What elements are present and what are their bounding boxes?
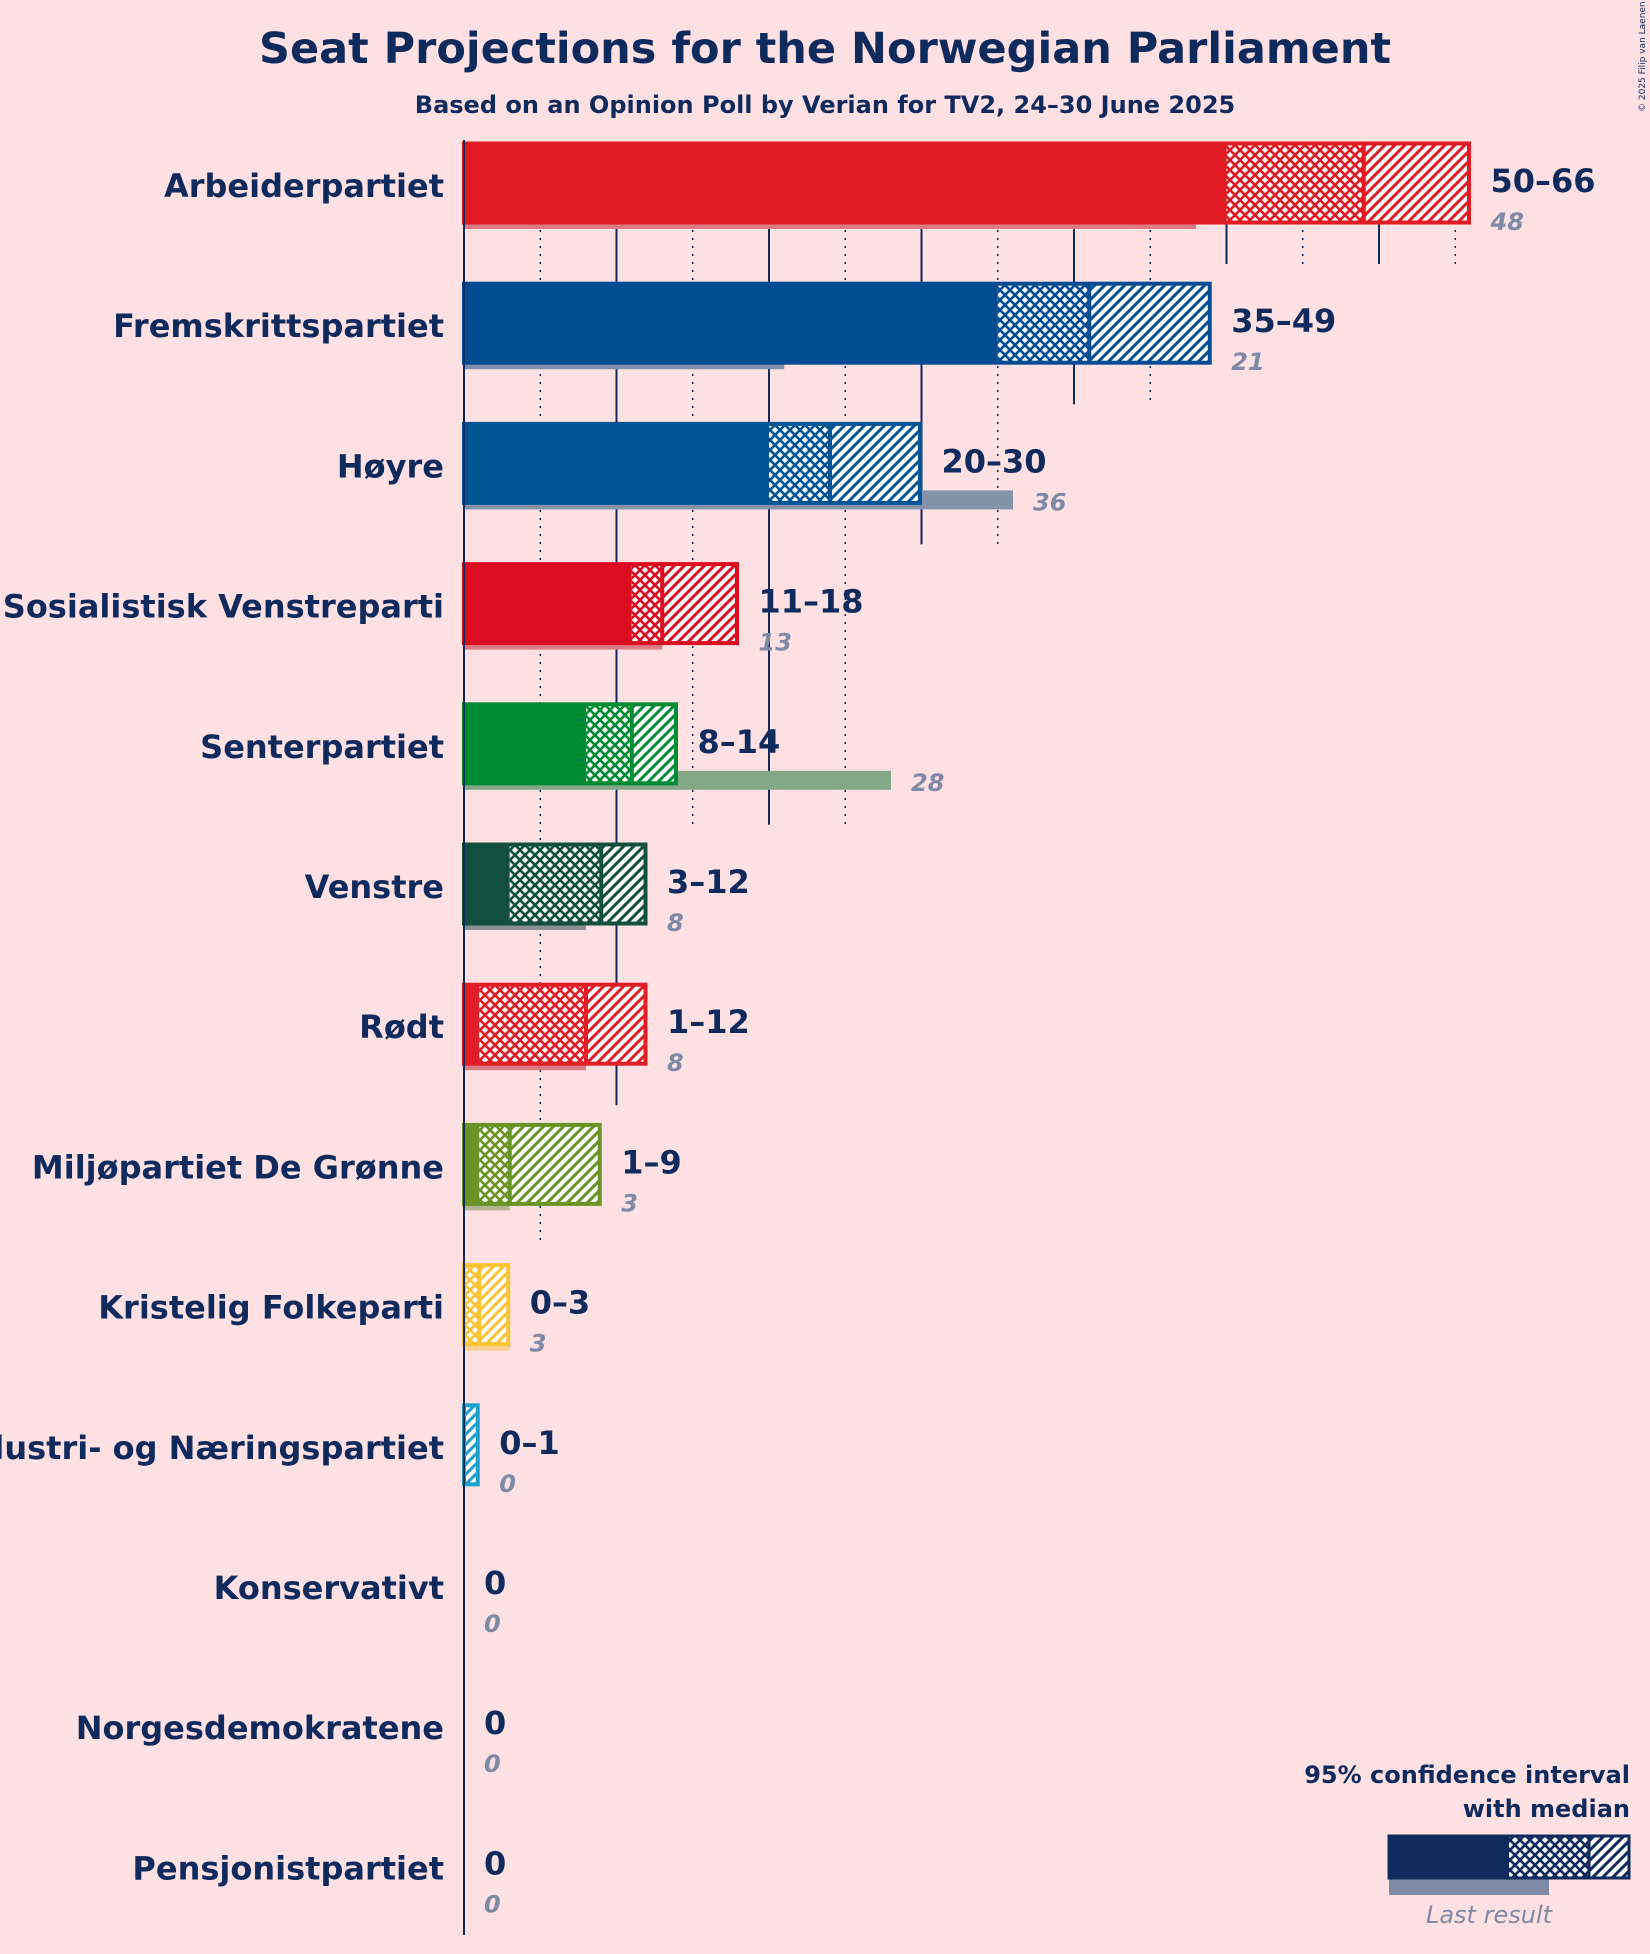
ci-solid-segment <box>464 142 1227 224</box>
last-result-label: 3 <box>530 1330 547 1358</box>
ci-diagonal-segment <box>1089 282 1212 365</box>
ci-crosshatch-segment <box>509 843 602 925</box>
party-row: Kristelig Folkeparti 0–3 3 <box>98 1263 591 1358</box>
legend-last-result-label: Last result <box>1426 1901 1554 1929</box>
range-label: 1–9 <box>621 1143 682 1181</box>
ci-crosshatch-segment <box>769 422 830 505</box>
ci-solid-segment <box>464 562 632 645</box>
ci-crosshatch-segment <box>464 1263 480 1346</box>
party-name: Miljøpartiet De Grønne <box>32 1148 444 1186</box>
party-name: Pensjonistpartiet <box>132 1849 444 1887</box>
range-label: 0 <box>484 1704 506 1742</box>
ci-diagonal-segment <box>631 702 678 785</box>
range-label: 1–12 <box>667 1003 750 1041</box>
party-name: Konservativt <box>214 1569 444 1607</box>
range-label: 50–66 <box>1491 162 1596 200</box>
party-bars: Arbeiderpartiet 50–66 48 Fremskrittspartiet… <box>0 141 1596 1918</box>
ci-crosshatch-segment <box>997 282 1090 365</box>
ci-diagonal-segment <box>601 843 647 925</box>
party-row: Industri- og Næringspartiet 0–1 0 <box>0 1403 560 1498</box>
last-result-label: 13 <box>759 629 792 657</box>
range-label: 0–3 <box>530 1284 591 1322</box>
ci-solid-segment <box>464 422 769 505</box>
last-result-label: 36 <box>1033 488 1066 516</box>
party-name: Sosialistisk Venstreparti <box>3 588 444 626</box>
legend-last-result-bar <box>1389 1876 1549 1895</box>
party-row: Rødt 1–12 8 <box>359 982 750 1077</box>
legend-crosshatch-segment <box>1509 1836 1589 1878</box>
legend-ci-label-line1: 95% confidence interval <box>1304 1761 1630 1789</box>
last-result-label: 28 <box>911 769 944 797</box>
range-label: 0–1 <box>499 1424 560 1462</box>
party-name: Kristelig Folkeparti <box>98 1289 444 1327</box>
range-label: 0 <box>484 1844 506 1882</box>
copyright-notice: © 2025 Filip van Laenen <box>1638 1 1648 112</box>
legend-solid-segment <box>1389 1836 1509 1878</box>
party-row: Fremskrittspartiet 35–49 21 <box>113 281 1336 376</box>
ci-crosshatch-segment <box>479 1123 510 1206</box>
party-name: Industri- og Næringspartiet <box>0 1429 444 1467</box>
legend-diagonal-segment <box>1589 1836 1629 1878</box>
range-label: 8–14 <box>698 723 781 761</box>
ci-crosshatch-segment <box>1226 142 1364 224</box>
ci-diagonal-segment <box>586 983 647 1066</box>
party-row: Arbeiderpartiet 50–66 48 <box>164 141 1596 236</box>
last-result-label: 0 <box>484 1750 501 1778</box>
range-label: 11–18 <box>759 583 864 621</box>
ci-diagonal-segment <box>662 562 739 645</box>
party-name: Fremskrittspartiet <box>113 307 444 345</box>
range-label: 0 <box>484 1564 506 1602</box>
party-name: Arbeiderpartiet <box>164 167 444 205</box>
party-row: Norgesdemokratene 0 0 <box>76 1704 507 1778</box>
ci-crosshatch-segment <box>586 702 632 785</box>
ci-diagonal-segment <box>509 1123 602 1206</box>
party-name: Venstre <box>305 868 444 906</box>
last-result-label: 8 <box>667 909 684 937</box>
party-row: Senterpartiet 8–14 28 <box>200 702 944 797</box>
party-row: Pensjonistpartiet 0 0 <box>132 1844 506 1918</box>
last-result-label: 0 <box>484 1890 501 1918</box>
last-result-label: 0 <box>499 1470 516 1498</box>
ci-crosshatch-segment <box>631 562 663 645</box>
ci-solid-segment <box>464 702 586 785</box>
party-row: Sosialistisk Venstreparti 11–18 13 <box>3 562 864 657</box>
ci-diagonal-segment <box>464 1403 480 1486</box>
chart-subtitle: Based on an Opinion Poll by Verian for T… <box>415 91 1235 119</box>
ci-diagonal-segment <box>479 1263 510 1346</box>
ci-diagonal-segment <box>830 422 922 505</box>
legend: 95% confidence interval with median Last… <box>1304 1761 1631 1929</box>
party-name: Rødt <box>359 1008 444 1046</box>
last-result-label: 48 <box>1490 208 1524 236</box>
ci-diagonal-segment <box>1363 142 1471 224</box>
ci-solid-segment <box>464 843 510 925</box>
ci-solid-segment <box>464 282 998 365</box>
range-label: 35–49 <box>1231 302 1336 340</box>
range-label: 3–12 <box>667 863 750 901</box>
legend-outline <box>1387 1834 1631 1880</box>
party-name: Senterpartiet <box>200 728 444 766</box>
last-result-label: 21 <box>1231 348 1264 376</box>
party-row: Venstre 3–12 8 <box>305 842 750 937</box>
party-row: Miljøpartiet De Grønne 1–9 3 <box>32 1122 682 1217</box>
party-name: Høyre <box>337 447 444 485</box>
last-result-label: 0 <box>484 1610 501 1638</box>
chart-title: Seat Projections for the Norwegian Parli… <box>259 24 1391 74</box>
ci-solid-segment <box>464 983 480 1066</box>
last-result-label: 3 <box>621 1189 638 1217</box>
legend-ci-label-line2: with median <box>1463 1795 1630 1823</box>
party-row: Konservativt 0 0 <box>214 1564 507 1638</box>
range-label: 20–30 <box>942 442 1047 480</box>
party-name: Norgesdemokratene <box>76 1709 444 1747</box>
ci-crosshatch-segment <box>479 983 586 1066</box>
party-row: Høyre 20–30 36 <box>337 421 1066 516</box>
ci-solid-segment <box>464 1123 480 1206</box>
last-result-label: 8 <box>667 1049 684 1077</box>
